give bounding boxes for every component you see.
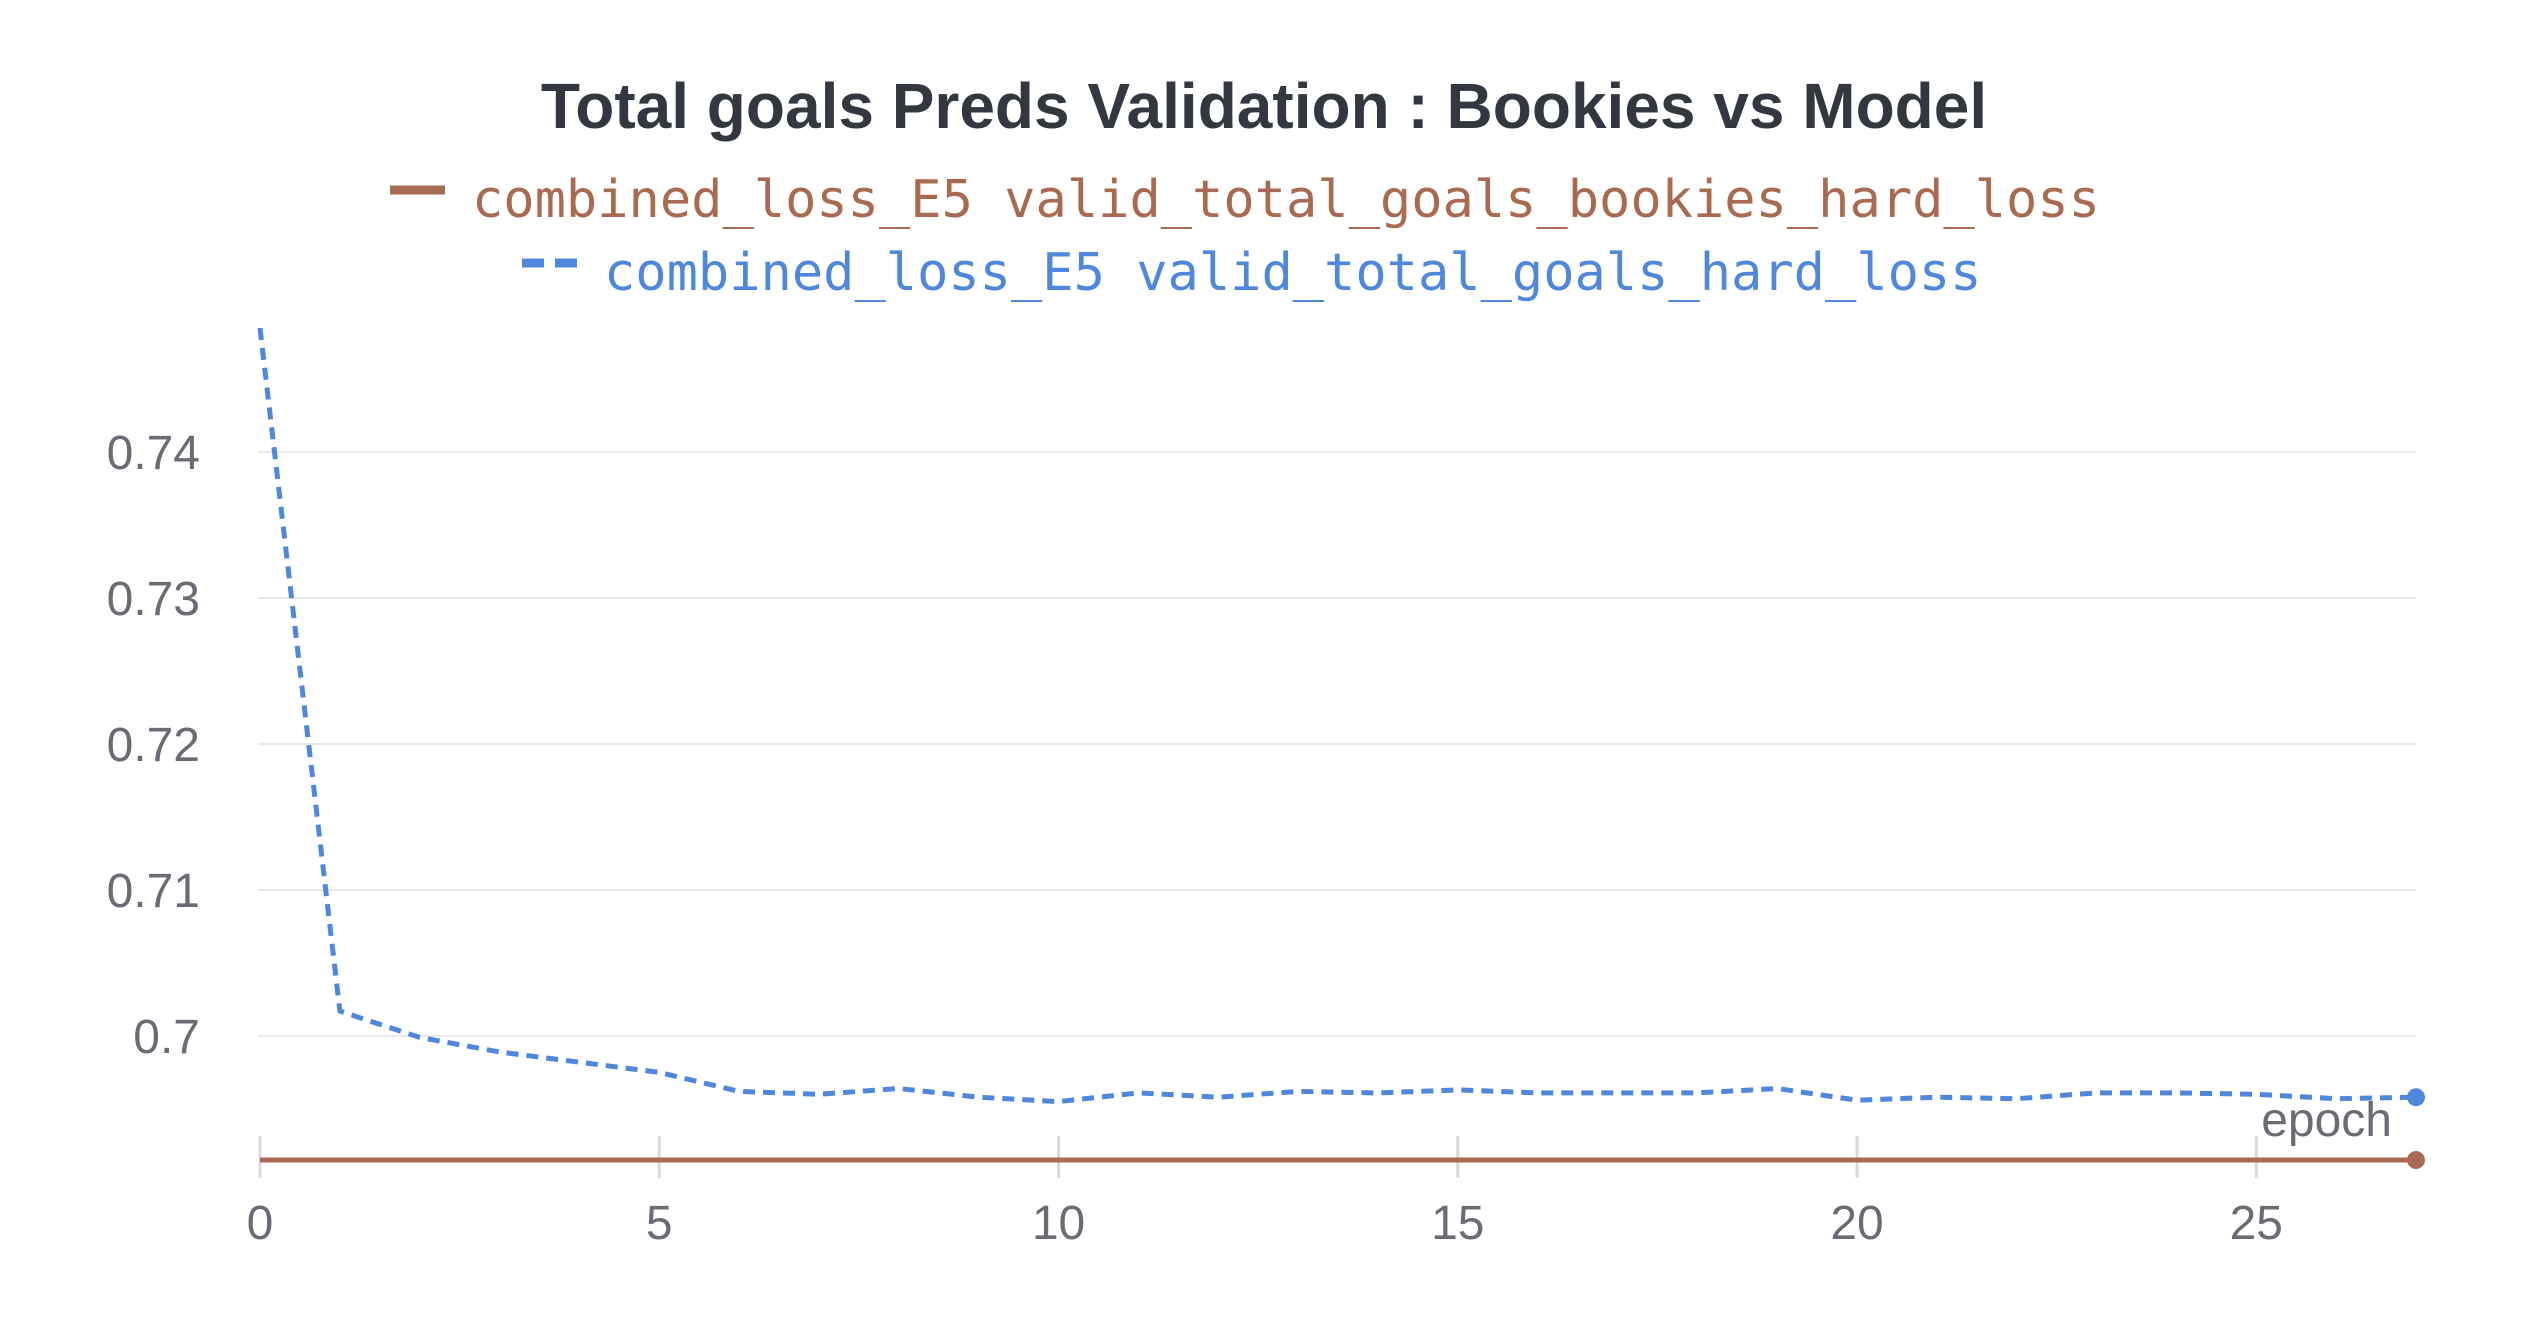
x-tick-label: 25 <box>2230 1197 2283 1250</box>
y-tick-label: 0.7 <box>133 1011 200 1064</box>
y-tick-label: 0.73 <box>107 573 200 626</box>
y-axis: 0.7 0.71 0.72 0.73 0.74 <box>107 427 200 1064</box>
series-end-point-bookies <box>2407 1151 2425 1169</box>
series-line-model <box>257 327 2417 1105</box>
x-tick-label: 10 <box>1032 1197 1085 1250</box>
legend-item-model[interactable]: combined_loss_E5 valid_total_goals_hard_… <box>522 243 1982 303</box>
legend-label-bookies: combined_loss_E5 valid_total_goals_booki… <box>472 170 2100 230</box>
legend: combined_loss_E5 valid_total_goals_booki… <box>390 170 2100 303</box>
y-tick-label: 0.71 <box>107 865 200 918</box>
y-tick-label: 0.72 <box>107 719 200 772</box>
chart-title: Total goals Preds Validation : Bookies v… <box>541 70 1987 142</box>
x-tick-label: 0 <box>247 1197 274 1250</box>
x-tick-label: 15 <box>1431 1197 1484 1250</box>
x-axis: 0 5 10 15 20 25 <box>247 1136 2416 1250</box>
series-end-point-model <box>2407 1088 2425 1107</box>
plot-area <box>257 327 2425 1169</box>
x-axis-title: epoch <box>2261 1094 2392 1147</box>
x-tick-label: 5 <box>646 1197 673 1250</box>
legend-label-model: combined_loss_E5 valid_total_goals_hard_… <box>604 243 1982 303</box>
x-tick-label: 20 <box>1830 1197 1883 1250</box>
y-tick-label: 0.74 <box>107 427 200 480</box>
gridlines <box>258 451 2416 1037</box>
legend-item-bookies[interactable]: combined_loss_E5 valid_total_goals_booki… <box>390 170 2100 230</box>
